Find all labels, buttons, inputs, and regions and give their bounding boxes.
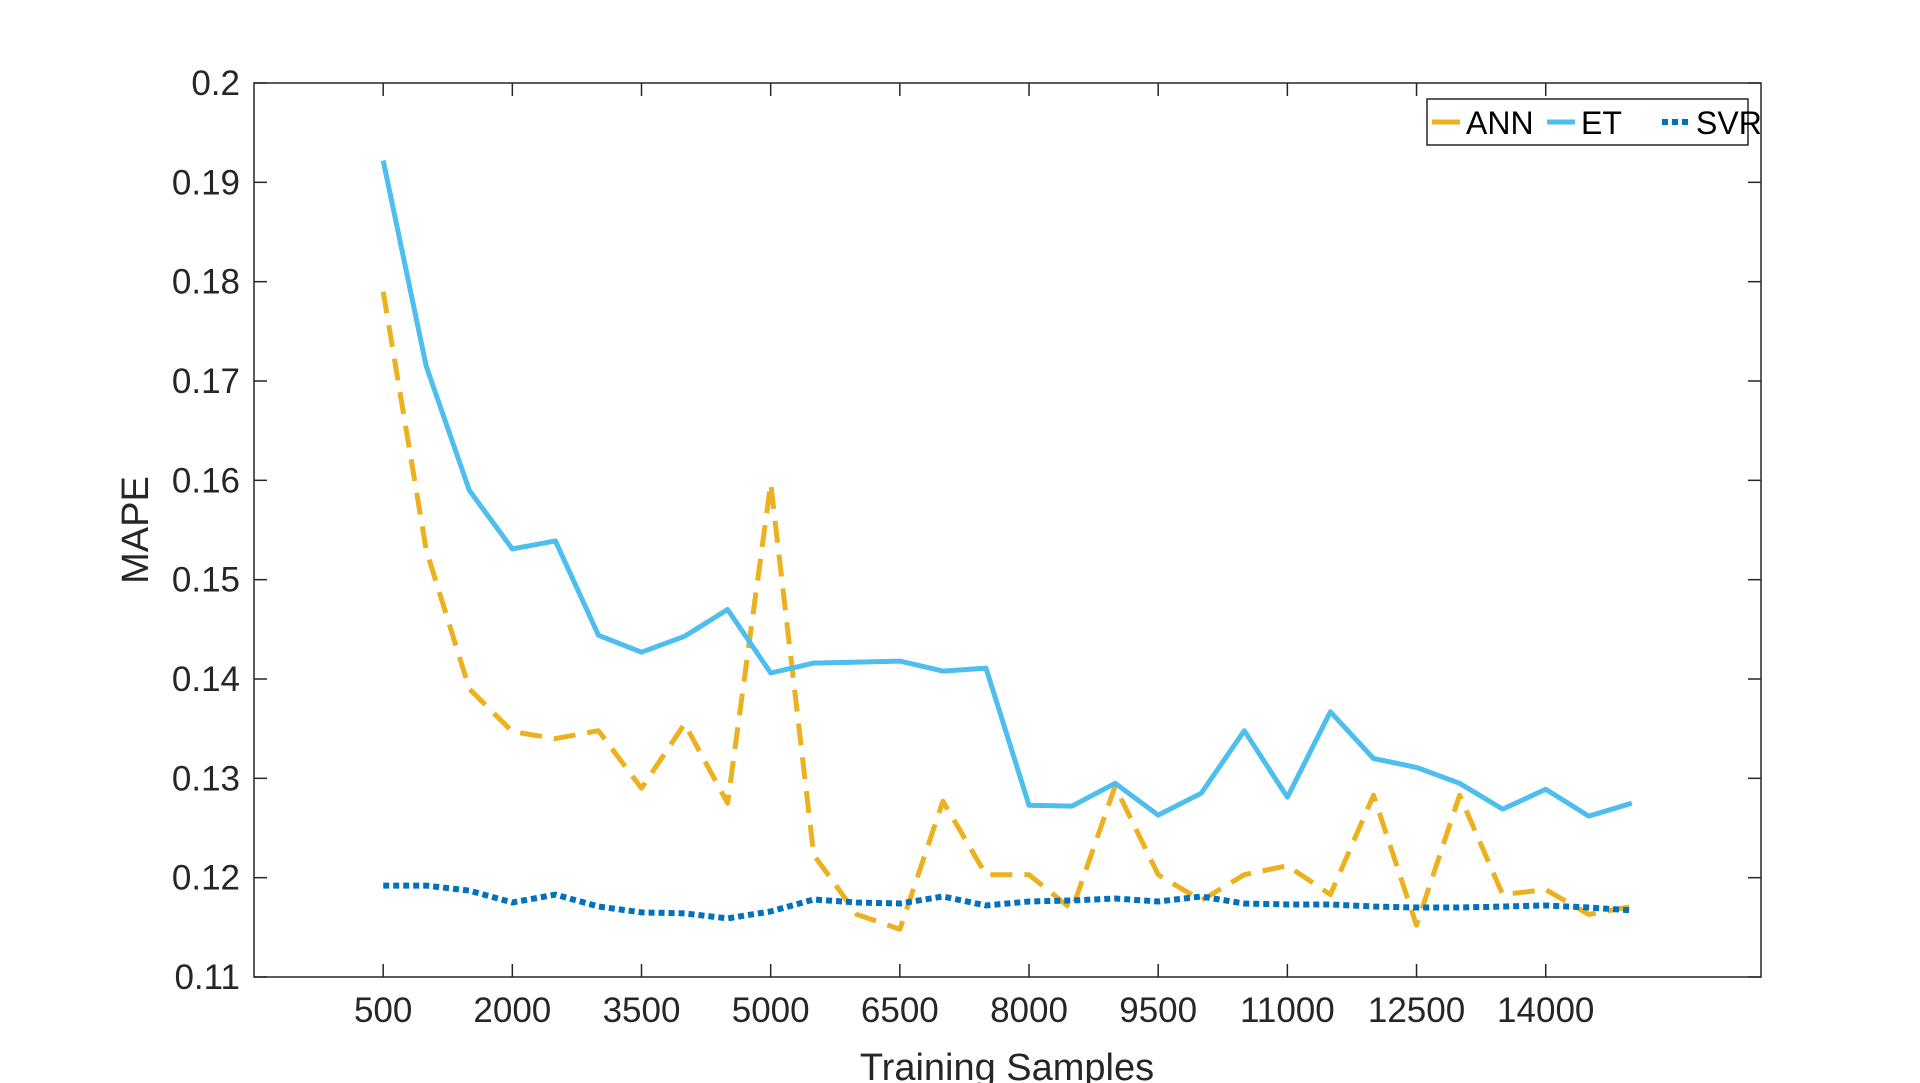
y-tick-label: 0.12: [172, 859, 240, 898]
x-tick-label: 3500: [603, 991, 681, 1030]
legend-box: [1426, 98, 1749, 146]
y-tick-label: 0.11: [174, 958, 240, 997]
x-tick-label: 500: [354, 991, 412, 1030]
legend: ANN ET SVR: [1426, 98, 1762, 146]
x-axis-title: Training Samples: [860, 1047, 1154, 1083]
y-axis-title: MAPE: [115, 476, 157, 584]
legend-label-et: ET: [1581, 105, 1622, 141]
x-tick-label: 14000: [1497, 991, 1594, 1030]
x-tick-label: 2000: [473, 991, 551, 1030]
series-line-ann: [380, 291, 1633, 932]
x-tick-label: 9500: [1119, 991, 1197, 1030]
x-tick-label: 11000: [1240, 991, 1335, 1030]
plot-area: [253, 82, 1762, 978]
y-axis-ticks: 0.11 0.12 0.13 0.14 0.15 0.16 0.17 0.18 0.19 0.2: [172, 64, 1761, 997]
x-tick-label: 6500: [861, 991, 939, 1030]
y-tick-label: 0.19: [172, 163, 240, 202]
series-line-svr: [383, 882, 1633, 922]
x-tick-label: 5000: [732, 991, 810, 1030]
y-tick-label: 0.13: [172, 759, 240, 798]
y-tick-label: 0.17: [172, 362, 240, 401]
y-tick-label: 0.16: [172, 461, 240, 500]
x-axis-ticks: 500 2000 3500 5000 6500 8000 9500 11000 12500 140…: [354, 83, 1594, 1030]
legend-label-svr: SVR: [1696, 105, 1762, 141]
y-tick-label: 0.15: [172, 561, 240, 600]
x-tick-label: 8000: [990, 991, 1068, 1030]
series-layer: [380, 159, 1633, 932]
y-tick-label: 0.14: [172, 660, 240, 699]
y-tick-label: 0.18: [172, 263, 240, 302]
legend-label-ann: ANN: [1466, 105, 1534, 141]
series-line-et: [380, 159, 1633, 819]
x-tick-label: 12500: [1368, 991, 1465, 1030]
y-tick-label: 0.2: [191, 64, 240, 103]
